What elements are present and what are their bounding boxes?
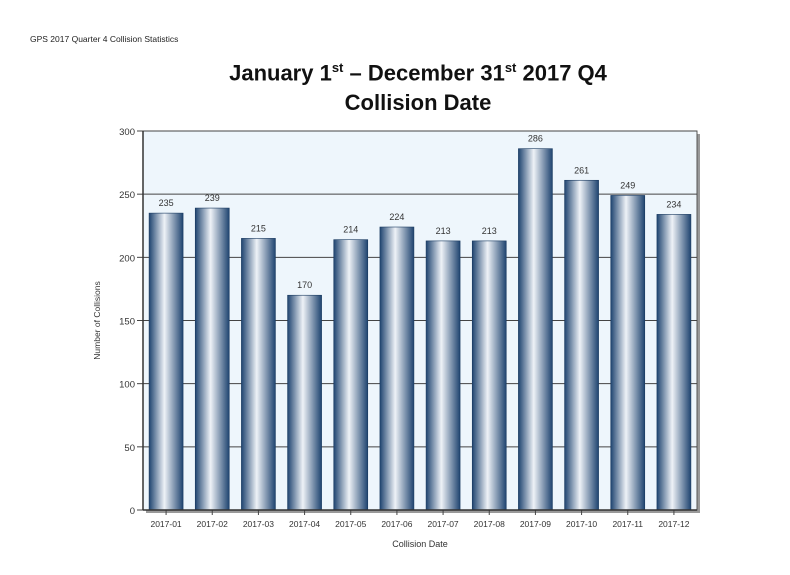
x-tick-label: 2017-11 [612, 519, 643, 529]
data-label: 224 [389, 212, 404, 222]
x-tick-label: 2017-09 [520, 519, 551, 529]
bar-2017-07 [425, 240, 461, 511]
data-label: 214 [343, 225, 358, 235]
bar-2017-09 [518, 148, 553, 511]
bar-2017-05 [333, 239, 369, 511]
x-tick-label: 2017-04 [289, 519, 320, 529]
x-tick-label: 2017-10 [566, 519, 597, 529]
data-label: 249 [620, 180, 635, 190]
chart-title-line2: Collision Date [344, 90, 492, 115]
x-axis-label: Collision Date [392, 539, 448, 549]
title-part: – December 31 [343, 60, 505, 86]
x-tick-label: 2017-12 [658, 519, 689, 529]
data-label: 170 [297, 280, 312, 290]
data-label: 235 [159, 198, 174, 208]
data-label: 286 [528, 134, 543, 144]
x-tick-label: 2017-07 [427, 519, 458, 529]
bar-2017-02 [194, 207, 230, 511]
x-tick-label: 2017-08 [474, 519, 505, 529]
x-tick-label: 2017-05 [335, 519, 366, 529]
y-axis-label: Number of Collisions [92, 281, 102, 359]
bar-2017-04 [287, 294, 322, 511]
data-label: 234 [666, 199, 681, 209]
title-sup: st [504, 60, 517, 75]
document-header: GPS 2017 Quarter 4 Collision Statistics [30, 34, 179, 44]
x-tick-label: 2017-02 [197, 519, 228, 529]
title-part: January 1 [229, 60, 332, 86]
bar-2017-01 [148, 212, 184, 511]
data-label: 213 [482, 226, 497, 236]
data-label: 239 [205, 193, 220, 203]
y-tick-label: 200 [119, 253, 135, 264]
chart-title-line1: January 1st – December 31st 2017 Q4 [0, 60, 790, 86]
y-tick-label: 250 [119, 190, 135, 201]
bar-2017-10 [564, 179, 599, 511]
y-tick-label: 150 [119, 317, 135, 328]
y-tick-label: 100 [119, 380, 135, 391]
x-tick-label: 2017-03 [243, 519, 274, 529]
title-part: 2017 Q4 [516, 60, 607, 86]
bar-2017-12 [656, 214, 692, 511]
title-sup: st [331, 60, 344, 75]
data-label: 213 [436, 226, 451, 236]
y-tick-label: 0 [130, 506, 135, 517]
bar-2017-03 [241, 238, 276, 511]
bar-2017-08 [471, 240, 507, 511]
bar-2017-06 [379, 226, 415, 511]
data-label: 261 [574, 165, 589, 175]
x-tick-label: 2017-06 [381, 519, 412, 529]
x-tick-label: 2017-01 [150, 519, 181, 529]
y-tick-label: 300 [119, 127, 135, 138]
y-tick-label: 50 [124, 443, 135, 454]
bar-2017-11 [610, 195, 646, 511]
data-label: 215 [251, 223, 266, 233]
